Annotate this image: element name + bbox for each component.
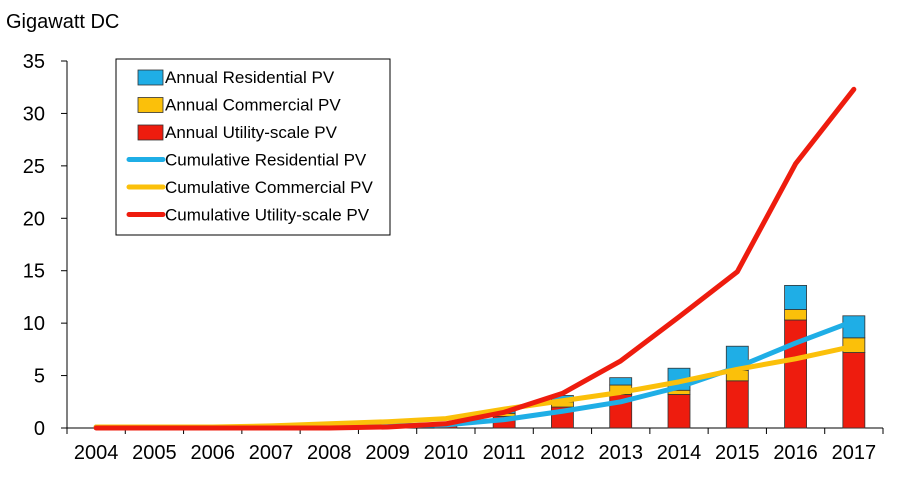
x-tick-label: 2009 <box>365 442 410 464</box>
line-cumulative-utility-scale-pv <box>93 86 857 431</box>
x-tick-label: 2005 <box>132 442 177 464</box>
y-tick-label: 5 <box>34 366 45 388</box>
legend-swatch-annual-residential-pv <box>137 69 164 86</box>
bar-annual-residential-pv <box>784 284 807 310</box>
y-axis-unit-label: Gigawatt DC <box>6 11 119 33</box>
x-tick-label: 2008 <box>307 442 352 464</box>
y-tick-label: 0 <box>34 418 45 440</box>
x-tick-label: 2016 <box>773 442 818 464</box>
x-tick-label: 2010 <box>424 442 469 464</box>
x-tick-label: 2006 <box>190 442 235 464</box>
bar-annual-residential-pv <box>609 377 633 386</box>
y-tick-label: 35 <box>23 51 45 73</box>
legend-box <box>115 58 391 236</box>
y-tick-label: 15 <box>23 261 45 283</box>
bar-annual-utility-scale-pv <box>725 380 749 429</box>
bar-annual-utility-scale-pv <box>842 352 866 429</box>
legend: Annual Residential PV Annual Commercial P… <box>115 58 391 236</box>
line-group <box>93 86 857 431</box>
y-tick-label: 10 <box>23 313 45 335</box>
y-tick-label: 30 <box>23 103 45 125</box>
x-tick-label: 2011 <box>483 442 526 464</box>
bar-annual-utility-scale-pv <box>784 319 807 429</box>
legend-label-annual-commercial-pv: Annual Commercial PV <box>165 96 341 115</box>
legend-label-annual-utility-scale-pv: Annual Utility-scale PV <box>165 123 338 142</box>
legend-label-cumulative-commercial-pv: Cumulative Commercial PV <box>165 178 373 197</box>
x-tick-label: 2012 <box>540 442 585 464</box>
x-tick-label: 2007 <box>249 442 294 464</box>
x-tick-label: 2004 <box>74 442 119 464</box>
x-tick-label: 2013 <box>598 442 643 464</box>
x-tick-label: 2014 <box>657 442 702 464</box>
legend-swatch-annual-commercial-pv <box>137 97 164 113</box>
y-tick-label: 20 <box>23 208 45 230</box>
legend-label-cumulative-residential-pv: Cumulative Residential PV <box>165 151 367 170</box>
bar-group <box>376 284 866 429</box>
x-tick-label: 2017 <box>832 442 877 464</box>
y-tick-label: 25 <box>23 156 45 178</box>
bar-annual-utility-scale-pv <box>667 394 691 429</box>
bar-annual-commercial-pv <box>784 309 807 321</box>
x-tick-label: 2015 <box>715 442 760 464</box>
legend-label-cumulative-utility-scale-pv: Cumulative Utility-scale PV <box>165 206 370 225</box>
chart-axes: 0 5 10 15 20 25 30 35 2004 2005 2006 2007 2008 2009 20… <box>23 51 884 464</box>
legend-swatch-annual-utility-scale-pv <box>137 124 164 141</box>
legend-label-annual-residential-pv: Annual Residential PV <box>165 68 335 87</box>
